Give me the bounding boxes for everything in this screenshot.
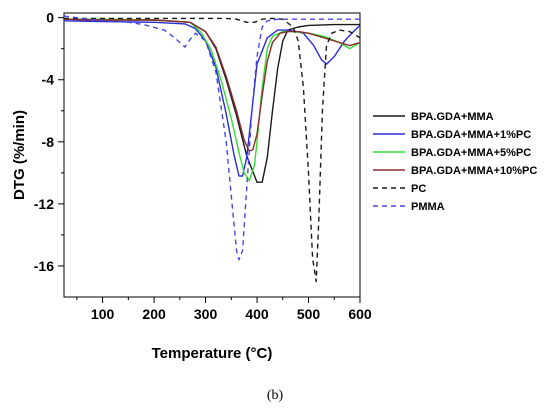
legend: BPA.GDA+MMA BPA.GDA+MMA+1%PC BPA.GDA+MMA+5… <box>373 111 537 213</box>
legend-label-1: BPA.GDA+MMA <box>411 111 494 123</box>
chart-axes: 100 200 300 400 500 600 0 -4 -8 -12 -16 <box>34 10 372 322</box>
y-tick-label: -8 <box>42 134 55 150</box>
axis-labels: Temperature (°C) DTG (%/min) <box>11 110 272 362</box>
series-layer <box>64 15 360 283</box>
y-tick-label: -4 <box>42 72 55 88</box>
plot-frame <box>63 12 361 298</box>
x-tick-label: 300 <box>194 306 218 322</box>
legend-label-4: BPA.GDA+MMA+10%PC <box>411 165 537 177</box>
legend-label-2: BPA.GDA+MMA+1%PC <box>411 129 531 141</box>
series-line-1 <box>64 18 360 183</box>
series-line-4 <box>64 18 360 152</box>
legend-label-5: PC <box>411 183 426 195</box>
y-tick-label: -12 <box>34 196 54 212</box>
legend-label-3: BPA.GDA+MMA+5%PC <box>411 147 531 159</box>
y-tick-label: -16 <box>34 258 54 274</box>
series-line-2 <box>64 20 360 177</box>
series-line-6 <box>64 15 360 261</box>
legend-label-6: PMMA <box>411 201 445 213</box>
figure-caption: (b) <box>266 388 284 403</box>
x-tick-label: 600 <box>348 306 372 322</box>
x-tick-label: 100 <box>91 306 115 322</box>
y-tick-label: 0 <box>46 10 54 26</box>
x-tick-label: 400 <box>245 306 269 322</box>
y-axis-title: DTG (%/min) <box>11 110 28 200</box>
x-tick-label: 200 <box>142 306 166 322</box>
x-tick-label: 500 <box>297 306 321 322</box>
x-axis-title: Temperature (°C) <box>152 345 273 362</box>
